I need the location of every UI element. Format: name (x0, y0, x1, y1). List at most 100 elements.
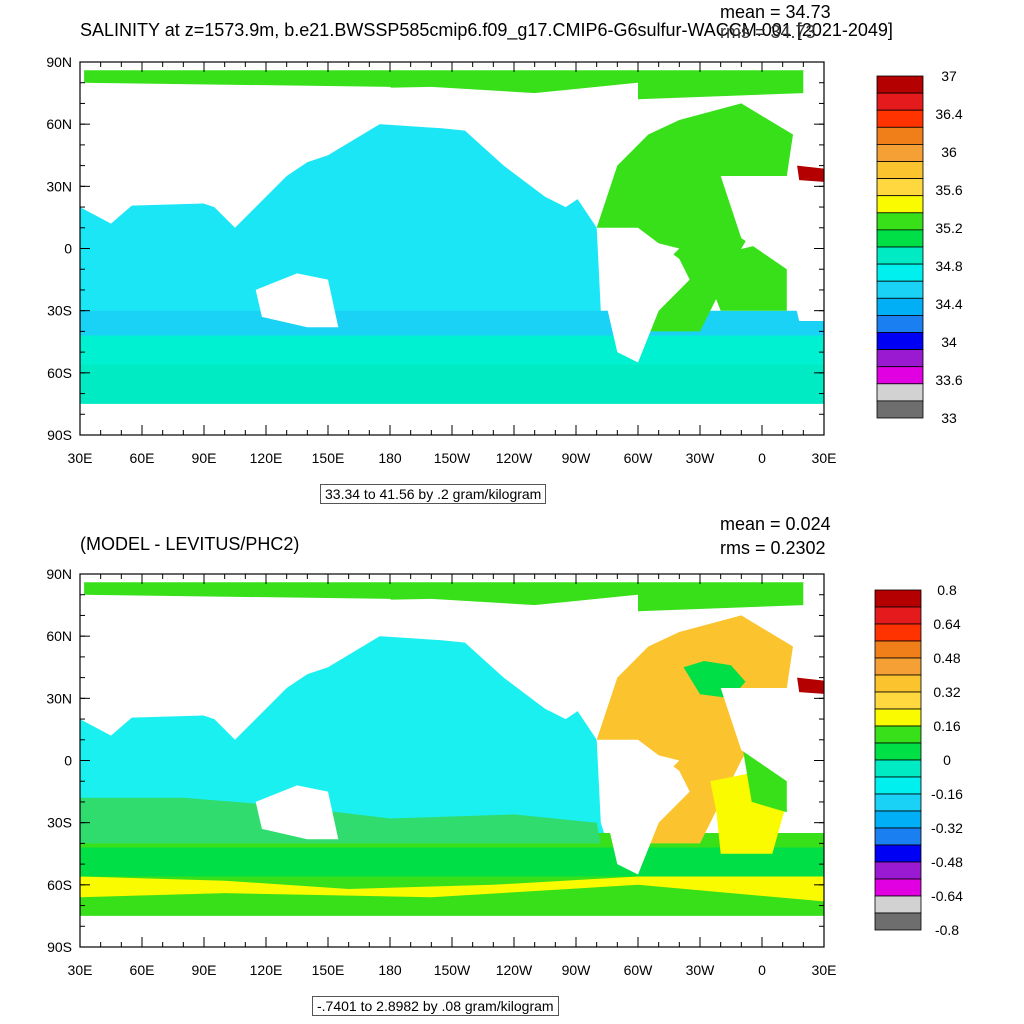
colorbar-label: 34.8 (935, 258, 962, 274)
colorbar-label: -0.8 (935, 922, 959, 938)
atlantic-ocean (596, 615, 793, 844)
lat-tick-label: 60S (47, 365, 72, 381)
lat-tick-label: 0 (64, 241, 72, 257)
land-eurasia (80, 82, 421, 228)
mediterranean-hot (797, 165, 824, 182)
lon-tick-label: 0 (758, 962, 766, 978)
lon-tick-label: 90W (562, 962, 592, 978)
land-eurasia (80, 594, 421, 740)
colorbar-swatch (874, 827, 922, 846)
colorbar-swatch (876, 178, 924, 197)
lon-tick-label: 60E (130, 450, 155, 466)
land-north-america (431, 82, 638, 208)
colorbar-swatch (876, 349, 924, 368)
lon-tick-label: 150W (434, 450, 471, 466)
colorbar-swatch (874, 742, 922, 761)
colorbar-swatch (876, 400, 924, 419)
colorbar-label: 0.8 (937, 582, 957, 598)
lon-tick-label: 180 (378, 450, 402, 466)
lat-tick-label: 30N (46, 690, 72, 706)
colorbar-swatch (876, 229, 924, 248)
colorbar-label: 34 (941, 334, 957, 350)
panel-2: 90N 60N 30N 0 30S 60S 90S 30E 60E 90E 120E 150E 180 1… (46, 566, 963, 978)
south-atlantic-green (700, 238, 787, 311)
lon-tick-label: 90E (192, 962, 217, 978)
colorbar: 0.8 0.64 0.48 0.32 0.16 0 -0.16 -0.32 -0.48 -0.64… (874, 582, 963, 938)
colorbar-swatch (876, 212, 924, 231)
colorbar-swatch (876, 332, 924, 351)
lon-tick-label: 30E (68, 962, 93, 978)
mediterranean-hot (797, 677, 824, 694)
lon-tick-label: 90E (192, 450, 217, 466)
colorbar-swatch (874, 691, 922, 710)
lon-tick-label: 120W (496, 450, 533, 466)
map-field (80, 70, 824, 435)
lon-tick-label: 30E (812, 450, 837, 466)
lat-tick-label: 30S (47, 303, 72, 319)
colorbar-label: 35.6 (935, 182, 962, 198)
colorbar-label: 0.48 (933, 650, 960, 666)
colorbar-label: 35.2 (935, 220, 962, 236)
colorbar-swatch (876, 109, 924, 128)
south-indian-green (80, 797, 601, 844)
land-africa (720, 176, 824, 321)
colorbar-swatch (876, 366, 924, 385)
colorbar-swatch (874, 861, 922, 880)
lat-tick-label: 90S (47, 427, 72, 443)
lon-tick-label: 60W (624, 450, 654, 466)
colorbar-swatch (874, 776, 922, 795)
south-yellow-band (80, 876, 824, 902)
colorbar-label: 0.16 (933, 718, 960, 734)
south-subtropical-band (80, 310, 824, 336)
panel1-range-box: 33.34 to 41.56 by .2 gram/kilogram (320, 484, 547, 504)
panel2-range-box: -.7401 to 2.8982 by .08 gram/kilogram (312, 996, 559, 1016)
lat-tick-label: 30N (46, 178, 72, 194)
colorbar-swatch (876, 263, 924, 282)
colorbar-label: 34.4 (935, 296, 962, 312)
colorbar-swatch (874, 895, 922, 914)
panel-1: 90N 60N 30N 0 30S 60S 90S 30E 60E 90E 120E 150E 180 1… (46, 54, 963, 466)
colorbar-swatch (876, 161, 924, 180)
map-field (80, 582, 824, 947)
atlantic-ocean (596, 103, 793, 332)
colorbar-swatch (874, 640, 922, 659)
panel2-rms: rms = 0.2302 (720, 538, 826, 558)
panel1-mean: mean = 34.73 (720, 2, 831, 22)
colorbar-swatch (874, 878, 922, 897)
pacific-indian-ocean (80, 124, 618, 363)
colorbar-swatch (874, 674, 922, 693)
lon-tick-label: 30E (812, 962, 837, 978)
colorbar-label: -0.48 (931, 854, 963, 870)
lon-tick-label: 90W (562, 450, 592, 466)
colorbar-swatch (874, 589, 922, 608)
colorbar-swatch (876, 143, 924, 162)
panel1-rms: rms = 34.73 (720, 22, 816, 42)
panel2-mean: mean = 0.024 (720, 514, 831, 534)
land-australia (255, 273, 339, 328)
colorbar-swatch (876, 280, 924, 299)
colorbar-label: 0.64 (933, 616, 960, 632)
panel1-title: SALINITY at z=1573.9m, b.e21.BWSSP585cmi… (80, 20, 893, 40)
colorbar-swatch (874, 810, 922, 829)
colorbar-swatch (876, 297, 924, 316)
lon-tick-label: 0 (758, 450, 766, 466)
lon-tick-label: 150E (312, 962, 345, 978)
colorbar-label: -0.32 (931, 820, 963, 836)
lat-tick-label: 90N (46, 566, 72, 582)
colorbar-swatch (876, 246, 924, 265)
lat-tick-label: 90N (46, 54, 72, 70)
colorbar-swatch (876, 383, 924, 402)
colorbar-swatch (876, 92, 924, 111)
colorbar-label: 37 (941, 68, 957, 84)
lon-tick-label: 120E (250, 450, 283, 466)
lat-tick-label: 30S (47, 815, 72, 831)
circumpolar-band (80, 335, 824, 365)
land-south-america (596, 227, 690, 363)
lat-tick-label: 60N (46, 628, 72, 644)
colorbar-label: 33.6 (935, 372, 962, 388)
lon-tick-label: 120E (250, 962, 283, 978)
colorbar-swatch (876, 314, 924, 333)
lon-tick-label: 30E (68, 450, 93, 466)
lon-tick-label: 60W (624, 962, 654, 978)
